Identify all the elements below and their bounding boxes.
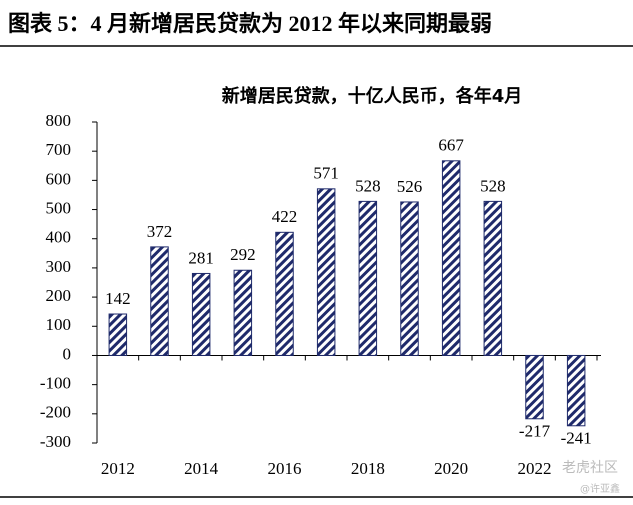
y-tick-label: 800 [46, 111, 72, 130]
value-label: 667 [438, 136, 464, 155]
value-label: -241 [561, 429, 592, 448]
value-label: 372 [147, 222, 173, 241]
bar [400, 201, 419, 356]
y-tick-label: 500 [46, 198, 72, 217]
y-tick-label: 200 [46, 286, 72, 305]
value-label: 571 [313, 164, 339, 183]
watermark-brand: 老虎社区 [562, 460, 618, 476]
value-label: -217 [519, 422, 551, 441]
bar [566, 354, 586, 427]
y-tick-label: -100 [40, 374, 71, 393]
bar [275, 231, 294, 356]
y-tick-label: 400 [46, 228, 72, 247]
y-tick-label: -200 [40, 403, 71, 422]
bar [316, 188, 336, 356]
x-tick-label: 2016 [268, 459, 302, 478]
x-tick-label: 2018 [351, 459, 385, 478]
value-label: 528 [355, 176, 381, 195]
value-label: 526 [397, 177, 423, 196]
y-tick-label: 700 [46, 140, 72, 159]
bar [358, 200, 378, 356]
x-tick-label: 2022 [518, 459, 552, 478]
bar [233, 269, 253, 356]
x-tick-label: 2014 [184, 459, 219, 478]
value-label: 422 [272, 207, 298, 226]
value-label: 528 [480, 176, 506, 195]
y-tick-label: 0 [63, 344, 72, 363]
bar [441, 160, 461, 356]
bar [191, 272, 211, 356]
value-label: 142 [105, 289, 131, 308]
y-tick-label: 300 [46, 257, 72, 276]
x-tick-label: 2020 [434, 459, 468, 478]
value-label: 292 [230, 245, 256, 264]
watermark-author: @许亚鑫 [580, 482, 620, 495]
bar [525, 354, 544, 420]
bar [108, 313, 128, 356]
x-tick-label: 2012 [101, 459, 135, 478]
y-tick-label: -300 [40, 432, 71, 451]
bar [150, 246, 169, 356]
bar [483, 200, 503, 356]
y-tick-label: 100 [46, 315, 72, 334]
y-tick-label: 600 [46, 169, 72, 188]
chart-title: 新增居民贷款，十亿人民币，各年4月 [222, 85, 523, 107]
value-label: 281 [188, 248, 214, 267]
header-title: 图表 5：4 月新增居民贷款为 2012 年以来同期最弱 [8, 11, 492, 36]
